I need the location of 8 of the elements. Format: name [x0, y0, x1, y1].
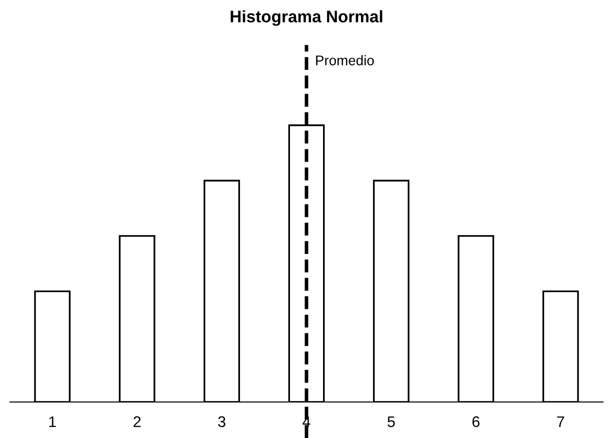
x-tick-label: 3	[218, 416, 226, 428]
x-tick-label: 5	[388, 416, 395, 428]
x-tick-label: 2	[134, 416, 141, 427]
ref-line-label: Promedio	[316, 55, 374, 66]
x-tick-label: 7	[557, 416, 564, 427]
chart-title: Histograma Normal	[230, 10, 382, 26]
x-tick-label: 6	[472, 416, 480, 428]
x-tick-label: 1	[49, 416, 56, 427]
